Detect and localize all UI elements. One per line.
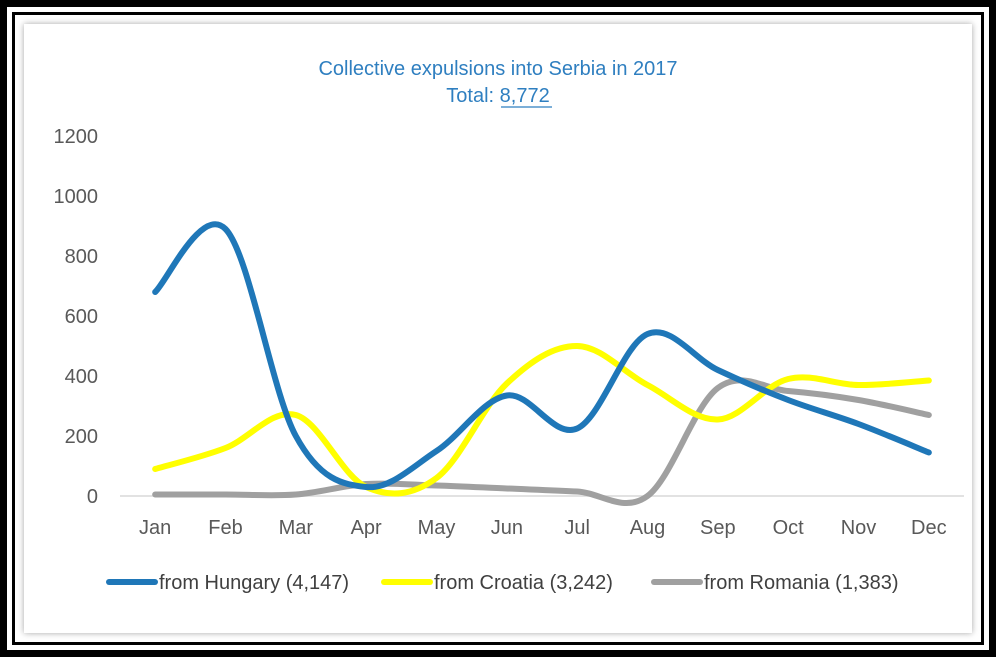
- x-tick-label: Jan: [139, 517, 171, 539]
- y-tick-label: 400: [65, 366, 98, 388]
- x-tick-label: Mar: [279, 517, 314, 539]
- legend-item-romania: from Romania (1,383): [651, 572, 899, 594]
- x-axis: Jan Feb Mar Apr May Jun Jul Aug Sep Oct Nov Dec: [139, 517, 947, 539]
- frame-inner: Collective expulsions into Serbia in 201…: [7, 7, 989, 650]
- series-line-romania: [152, 377, 932, 507]
- legend-item-hungary: from Hungary (4,147): [106, 572, 349, 594]
- x-tick-label: Apr: [351, 517, 382, 539]
- legend-item-croatia: from Croatia (3,242): [381, 572, 613, 594]
- legend-label: from Romania (1,383): [704, 572, 899, 594]
- chart-title: Collective expulsions into Serbia in 201…: [318, 58, 677, 80]
- y-tick-label: 800: [65, 246, 98, 268]
- y-tick-label: 1000: [54, 186, 99, 208]
- legend-label: from Croatia (3,242): [434, 572, 613, 594]
- x-tick-label: Aug: [630, 517, 666, 539]
- x-tick-label: May: [418, 517, 456, 539]
- subtitle-prefix: Total:: [446, 85, 499, 107]
- subtitle-total-value: 8,772: [500, 85, 550, 107]
- chart-subtitle: Total: 8,772: [446, 85, 549, 107]
- x-tick-label: Oct: [773, 517, 805, 539]
- y-tick-label: 0: [87, 486, 98, 508]
- series-line-hungary: [152, 221, 932, 491]
- legend: from Hungary (4,147) from Croatia (3,242)…: [106, 572, 899, 594]
- chart-panel: Collective expulsions into Serbia in 201…: [24, 24, 972, 633]
- y-tick-label: 600: [65, 306, 98, 328]
- y-axis: 0 200 400 600 800 1000 1200: [54, 126, 99, 508]
- line-chart: Collective expulsions into Serbia in 201…: [54, 58, 964, 594]
- series-layer: [152, 221, 932, 507]
- frame-border: Collective expulsions into Serbia in 201…: [12, 12, 984, 645]
- legend-label: from Hungary (4,147): [159, 572, 349, 594]
- x-tick-label: Jun: [491, 517, 523, 539]
- x-tick-label: Dec: [911, 517, 947, 539]
- x-tick-label: Jul: [564, 517, 590, 539]
- y-tick-label: 1200: [54, 126, 99, 148]
- series-line-croatia: [152, 342, 932, 497]
- y-tick-label: 200: [65, 426, 98, 448]
- x-tick-label: Nov: [841, 517, 877, 539]
- x-tick-label: Feb: [208, 517, 242, 539]
- x-tick-label: Sep: [700, 517, 736, 539]
